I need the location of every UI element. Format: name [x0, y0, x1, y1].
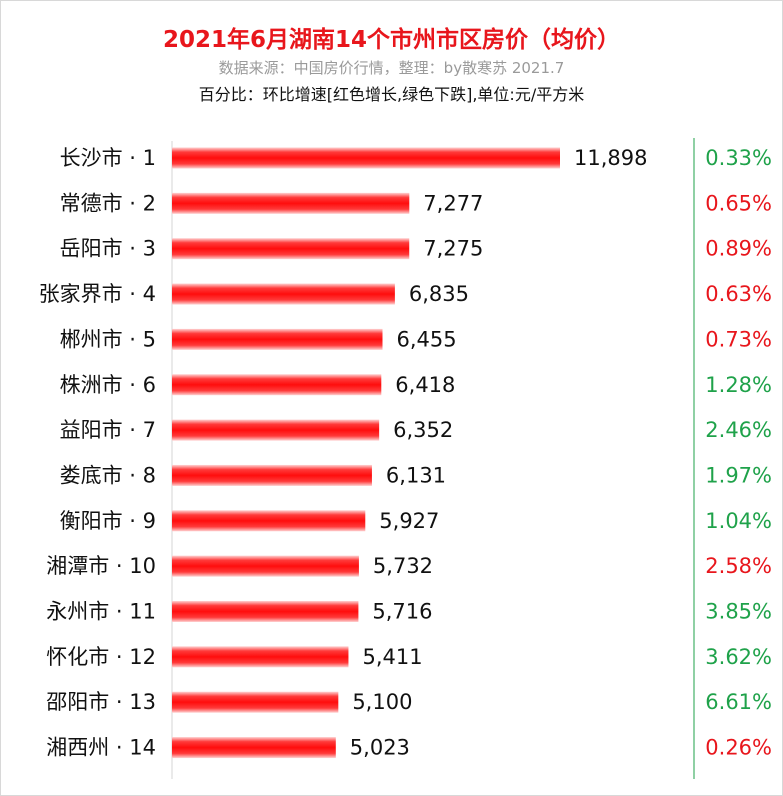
bar [172, 555, 359, 577]
mom-change-label: 0.65% [705, 191, 772, 215]
category-label: 张家界市 · 4 [39, 282, 156, 306]
bar [172, 374, 382, 396]
value-label: 6,455 [397, 327, 457, 351]
category-label: 株洲市 · 6 [60, 373, 156, 397]
mom-change-label: 1.28% [705, 373, 772, 397]
value-label: 11,898 [574, 146, 647, 170]
category-label: 湘潭市 · 10 [46, 554, 156, 578]
category-label: 衡阳市 · 9 [60, 509, 156, 533]
mom-change-label: 0.63% [705, 282, 772, 306]
bar [172, 238, 410, 260]
value-label: 5,732 [373, 554, 433, 578]
value-label: 7,275 [423, 237, 483, 261]
bar [172, 328, 383, 350]
bar [172, 192, 410, 214]
category-label: 永州市 · 11 [46, 600, 156, 624]
mom-change-label: 0.33% [705, 146, 772, 170]
mom-change-label: 3.62% [705, 645, 772, 669]
mom-change-label: 0.73% [705, 327, 772, 351]
value-label: 5,023 [350, 736, 410, 760]
category-label: 娄底市 · 8 [60, 463, 156, 487]
mom-change-label: 2.46% [705, 418, 772, 442]
bar [172, 283, 395, 305]
mom-change-label: 1.97% [705, 463, 772, 487]
bar [172, 147, 560, 169]
mom-change-label: 0.26% [705, 736, 772, 760]
value-label: 5,716 [372, 600, 432, 624]
category-label: 长沙市 · 1 [60, 146, 156, 170]
category-label: 邵阳市 · 13 [46, 690, 156, 714]
value-label: 6,835 [409, 282, 469, 306]
bar [172, 510, 366, 532]
mom-change-label: 6.61% [705, 690, 772, 714]
value-label: 5,411 [362, 645, 422, 669]
category-label: 湘西州 · 14 [46, 736, 156, 760]
category-label: 郴州市 · 5 [60, 327, 156, 351]
mom-change-label: 1.04% [705, 509, 772, 533]
bar [172, 464, 372, 486]
value-label: 6,352 [393, 418, 453, 442]
value-label: 6,131 [386, 463, 446, 487]
bar [172, 737, 336, 759]
bar [172, 419, 380, 441]
bar [172, 601, 359, 622]
value-label: 5,100 [352, 690, 412, 714]
value-label: 5,927 [379, 509, 439, 533]
category-label: 常德市 · 2 [60, 191, 156, 215]
category-label: 怀化市 · 12 [46, 645, 156, 669]
mom-change-label: 0.89% [705, 237, 772, 261]
value-label: 6,418 [395, 373, 455, 397]
mom-change-label: 2.58% [705, 554, 772, 578]
chart-title: 2021年6月湖南14个市州市区房价（均价） [162, 27, 621, 53]
category-label: 益阳市 · 7 [60, 418, 156, 442]
chart-subtitle: 数据来源：中国房价行情，整理：by散寒苏 2021.7 [218, 59, 565, 77]
bar [172, 691, 339, 713]
mom-change-label: 3.85% [705, 600, 772, 624]
category-label: 岳阳市 · 3 [60, 237, 156, 261]
value-label: 7,277 [423, 191, 483, 215]
bar [172, 646, 349, 668]
legend-note: 百分比：环比增速[红色增长,绿色下跌],单位:元/平方米 [198, 85, 585, 104]
